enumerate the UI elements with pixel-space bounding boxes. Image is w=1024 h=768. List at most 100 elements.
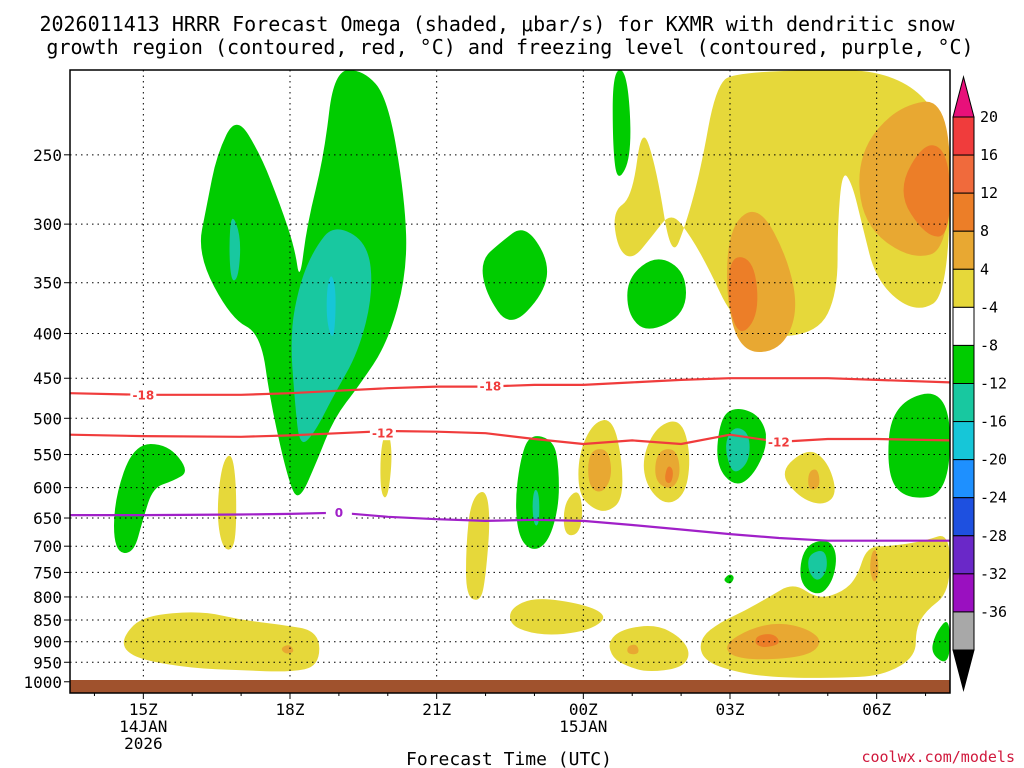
omega-region-green-7 xyxy=(627,259,686,329)
ytick-label-400: 400 xyxy=(33,324,62,343)
ytick-label-300: 300 xyxy=(33,215,62,234)
omega-region-green-4 xyxy=(114,444,185,553)
ytick-label-900: 900 xyxy=(33,633,62,652)
xtick-label-03Z: 03Z xyxy=(716,700,745,719)
colorbar-bin-6 xyxy=(952,306,975,346)
omega-region-orange_light-41 xyxy=(870,550,879,582)
ytick-label-950: 950 xyxy=(33,653,62,672)
colorbar-bin-12 xyxy=(952,535,975,575)
ytick-label-1000: 1000 xyxy=(23,673,62,692)
ytick-label-850: 850 xyxy=(33,611,62,630)
ytick-label-350: 350 xyxy=(33,274,62,293)
colorbar-bin-top xyxy=(952,75,975,118)
y-axis-ticks: 250 300 350 400 450 500 550 600 650 700 750 800 850 9… xyxy=(23,146,70,692)
colorbar-label-4: 4 xyxy=(980,260,989,278)
omega-region-orange_light-34 xyxy=(281,645,294,654)
omega-region-yellow-17 xyxy=(614,70,950,337)
colorbar-bin-1 xyxy=(952,116,975,156)
contour-label-bg xyxy=(765,434,792,449)
xtick-sub-00Z: 15JAN xyxy=(559,717,607,736)
xtick-label-15Z: 15Z xyxy=(129,700,158,719)
omega-region-cyan-2 xyxy=(326,276,336,337)
ytick-label-650: 650 xyxy=(33,509,62,528)
omega-region-green-15 xyxy=(932,622,950,662)
colorbar-bin-9 xyxy=(952,421,975,461)
contour-label-minus12-1: -12 xyxy=(768,435,790,449)
xtick-sub-15Z: 14JAN xyxy=(119,717,167,736)
ytick-label-750: 750 xyxy=(33,563,62,582)
chart-title-line-1: 2026011413 HRRR Forecast Omega (shaded, … xyxy=(39,12,955,36)
colorbar-bin-bottom xyxy=(952,649,975,692)
omega-region-orange-19 xyxy=(728,257,758,332)
colorbar-label-8: 8 xyxy=(980,222,989,240)
omega-region-teal-3 xyxy=(229,218,241,281)
omega-region-orange_light-28 xyxy=(808,469,820,490)
ytick-label-600: 600 xyxy=(33,479,62,498)
colorbar-label--16: -16 xyxy=(980,413,1007,431)
xtick-sub2-15Z: 2026 xyxy=(124,734,163,753)
colorbar-label--20: -20 xyxy=(980,451,1007,469)
omega-region-yellow-35 xyxy=(510,599,604,635)
chart-title-line-2: growth region (contoured, red, °C) and f… xyxy=(46,35,973,59)
colorbar-bin-13 xyxy=(952,573,975,613)
contour-label-bg xyxy=(325,505,352,520)
omega-region-orange-26 xyxy=(665,466,673,484)
xtick-label-21Z: 21Z xyxy=(422,700,451,719)
colorbar-bin-11 xyxy=(952,497,975,537)
colorbar-label-12: 12 xyxy=(980,184,998,202)
omega-region-green-16 xyxy=(724,574,734,584)
xtick-label-06Z: 06Z xyxy=(862,700,891,719)
colorbar-bin-5 xyxy=(952,268,975,308)
temperature-contours: -18 -18 -12 -12 0 xyxy=(70,377,950,542)
colorbar-bin-7 xyxy=(952,344,975,384)
colorbar-label-16: 16 xyxy=(980,146,998,164)
ytick-label-550: 550 xyxy=(33,446,62,465)
contour-label-zero-0: 0 xyxy=(335,506,343,520)
omega-region-teal-9 xyxy=(532,489,540,526)
colorbar-bin-10 xyxy=(952,459,975,499)
omega-region-orange-40 xyxy=(755,634,779,647)
credit-link[interactable]: coolwx.com/models xyxy=(861,748,1015,766)
contour-line-minus18 xyxy=(70,377,950,396)
contour-label-minus18-0: -18 xyxy=(132,388,154,402)
omega-region-yellow-31 xyxy=(217,455,237,550)
ytick-label-500: 500 xyxy=(33,409,62,428)
ytick-label-450: 450 xyxy=(33,369,62,388)
ytick-label-700: 700 xyxy=(33,537,62,556)
omega-region-orange-21 xyxy=(903,145,950,237)
colorbar-bin-3 xyxy=(952,192,975,232)
colorbar-bin-2 xyxy=(952,154,975,194)
colorbar-bin-8 xyxy=(952,383,975,423)
contour-label-minus18-1: -18 xyxy=(480,379,502,393)
ground-surface xyxy=(70,680,950,693)
x-axis-title: Forecast Time (UTC) xyxy=(406,749,612,768)
pressure-gridlines xyxy=(70,154,950,683)
colorbar-label--36: -36 xyxy=(980,603,1007,621)
colorbar-label--8: -8 xyxy=(980,336,998,354)
colorbar-label--4: -4 xyxy=(980,298,998,316)
colorbar-label--12: -12 xyxy=(980,375,1007,393)
colorbar-bin-14 xyxy=(952,611,975,651)
ytick-label-250: 250 xyxy=(33,146,62,165)
omega-region-green-5 xyxy=(482,230,548,320)
colorbar-label--32: -32 xyxy=(980,565,1007,583)
contour-label-bg xyxy=(477,378,504,393)
plot-frame xyxy=(69,69,951,694)
colorbar-label--24: -24 xyxy=(980,489,1007,507)
omega-region-green-12 xyxy=(888,393,950,498)
colorbar-bin-4 xyxy=(952,230,975,270)
omega-region-yellow-36 xyxy=(609,626,689,671)
omega-region-yellow-33 xyxy=(123,612,320,672)
ytick-label-800: 800 xyxy=(33,588,62,607)
contour-line-zero xyxy=(70,511,950,542)
contour-label-bg xyxy=(130,387,157,402)
omega-region-orange_light-37 xyxy=(627,644,639,655)
omega-region-yellow-30 xyxy=(563,492,583,536)
omega-region-orange_light-23 xyxy=(588,449,612,492)
omega-region-yellow-32 xyxy=(380,432,392,498)
contour-label-bg xyxy=(369,426,396,441)
contour-label-minus12-0: -12 xyxy=(372,427,394,441)
omega-region-teal-11 xyxy=(726,428,750,472)
